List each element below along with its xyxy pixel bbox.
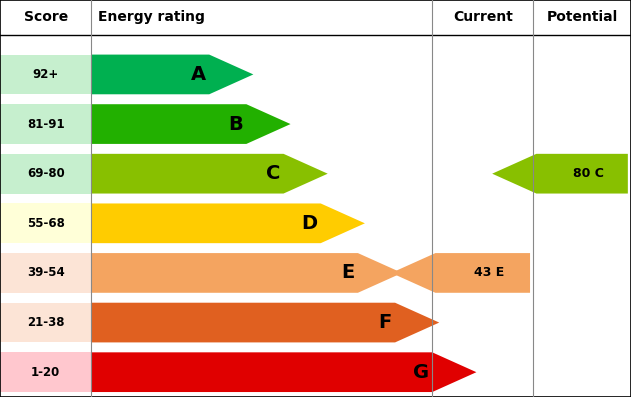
Text: Potential: Potential: [546, 10, 618, 24]
Text: D: D: [302, 214, 317, 233]
Bar: [0, 154, 91, 194]
Text: 55-68: 55-68: [27, 217, 65, 230]
Polygon shape: [391, 253, 530, 293]
Text: F: F: [379, 313, 392, 332]
Bar: [0, 55, 91, 94]
Polygon shape: [91, 104, 290, 144]
Polygon shape: [91, 303, 439, 342]
Polygon shape: [91, 54, 254, 94]
Text: 81-91: 81-91: [27, 118, 64, 131]
Text: 92+: 92+: [33, 68, 59, 81]
Text: 21-38: 21-38: [27, 316, 64, 329]
Text: 80 C: 80 C: [573, 167, 604, 180]
Text: Energy rating: Energy rating: [98, 10, 204, 24]
Text: B: B: [228, 115, 243, 133]
Bar: [0, 253, 91, 293]
Text: C: C: [266, 164, 280, 183]
Bar: [0, 303, 91, 342]
Text: Current: Current: [453, 10, 512, 24]
Text: 43 E: 43 E: [474, 266, 504, 279]
Text: 69-80: 69-80: [27, 167, 64, 180]
Text: A: A: [191, 65, 206, 84]
Polygon shape: [91, 154, 327, 194]
Text: Score: Score: [23, 10, 68, 24]
Text: G: G: [413, 363, 429, 382]
Bar: [0, 203, 91, 243]
Text: 1-20: 1-20: [31, 366, 61, 379]
Polygon shape: [91, 253, 402, 293]
Bar: [0, 353, 91, 392]
Polygon shape: [492, 154, 628, 194]
Text: 39-54: 39-54: [27, 266, 64, 279]
Bar: [0, 104, 91, 144]
Polygon shape: [91, 203, 365, 243]
Polygon shape: [91, 353, 476, 392]
Text: E: E: [341, 264, 355, 282]
